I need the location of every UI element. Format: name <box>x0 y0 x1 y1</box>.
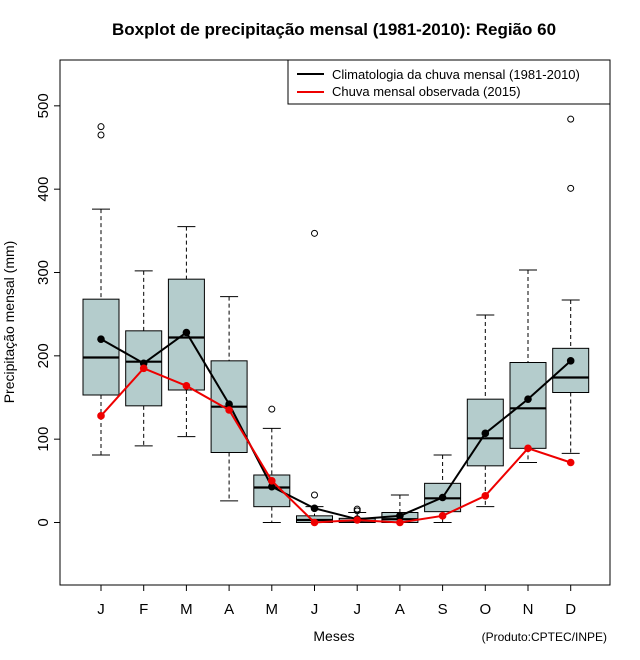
y-tick-label: 100 <box>35 427 52 452</box>
x-tick-label: J <box>97 601 105 618</box>
y-axis-label: Precipitação mensal (mm) <box>1 241 17 404</box>
outlier-point <box>353 505 361 513</box>
outlier-point <box>268 405 276 413</box>
outlier-point <box>311 491 318 499</box>
y-tick-label: 200 <box>35 343 52 368</box>
x-tick-label: J <box>311 601 319 618</box>
outlier-point <box>567 115 575 123</box>
observed-point <box>182 382 191 390</box>
box-iqr <box>509 362 547 449</box>
x-tick-label: A <box>224 601 234 618</box>
observed-point <box>139 364 148 373</box>
observed-point <box>566 458 575 467</box>
x-tick-label: F <box>139 601 148 618</box>
y-tick-label: 400 <box>35 177 52 202</box>
x-tick-label: N <box>523 601 534 618</box>
box-iqr <box>552 347 590 394</box>
climatology-point <box>182 328 191 337</box>
box-group <box>82 115 590 523</box>
credit-text: (Produto:CPTEC/INPE) <box>482 630 607 644</box>
x-tick-label: M <box>180 601 193 618</box>
x-tick-label: S <box>438 601 448 618</box>
observed-point <box>353 516 362 524</box>
climatology-point <box>566 357 575 365</box>
outlier-point <box>97 131 105 139</box>
climatology-point <box>524 395 532 403</box>
legend-label-climatology: Climatologia da chuva mensal (1981-2010) <box>332 67 580 82</box>
x-axis-label: Meses <box>313 628 354 644</box>
y-tick-label: 300 <box>35 260 52 285</box>
climatology-point <box>481 429 490 438</box>
observed-point <box>438 512 447 520</box>
climatology-line <box>100 331 572 521</box>
x-tick-label: J <box>353 601 361 618</box>
outlier-point <box>311 229 318 237</box>
climatology-point <box>438 493 447 502</box>
climatology-point <box>97 335 105 343</box>
series-group <box>97 328 575 527</box>
x-tick-label: A <box>395 601 405 618</box>
observed-point <box>225 406 233 414</box>
y-tick-label: 500 <box>35 93 52 118</box>
climatology-point <box>225 400 233 408</box>
observed-point <box>396 518 404 527</box>
legend-label-observed: Chuva mensal observada (2015) <box>332 84 521 99</box>
x-tick-label: M <box>266 601 279 618</box>
outlier-point <box>97 123 105 131</box>
outlier-point <box>567 184 575 192</box>
legend: Climatologia da chuva mensal (1981-2010)… <box>287 59 611 105</box>
observed-point <box>481 492 490 500</box>
legend-box <box>287 59 611 105</box>
y-axis: 0 100 200 300 400 500 <box>35 93 60 527</box>
observed-point <box>268 477 276 485</box>
chart-title: Boxplot de precipitação mensal (1981-201… <box>112 20 556 39</box>
observed-point <box>97 412 105 420</box>
x-tick-label: O <box>479 601 491 618</box>
y-tick-label: 0 <box>35 518 52 526</box>
observed-point <box>524 444 532 453</box>
observed-line <box>100 367 572 524</box>
x-tick-label: D <box>565 601 576 618</box>
climatology-point <box>396 512 404 520</box>
climatology-point <box>268 482 276 491</box>
observed-point <box>310 518 319 527</box>
climatology-point <box>310 504 319 513</box>
